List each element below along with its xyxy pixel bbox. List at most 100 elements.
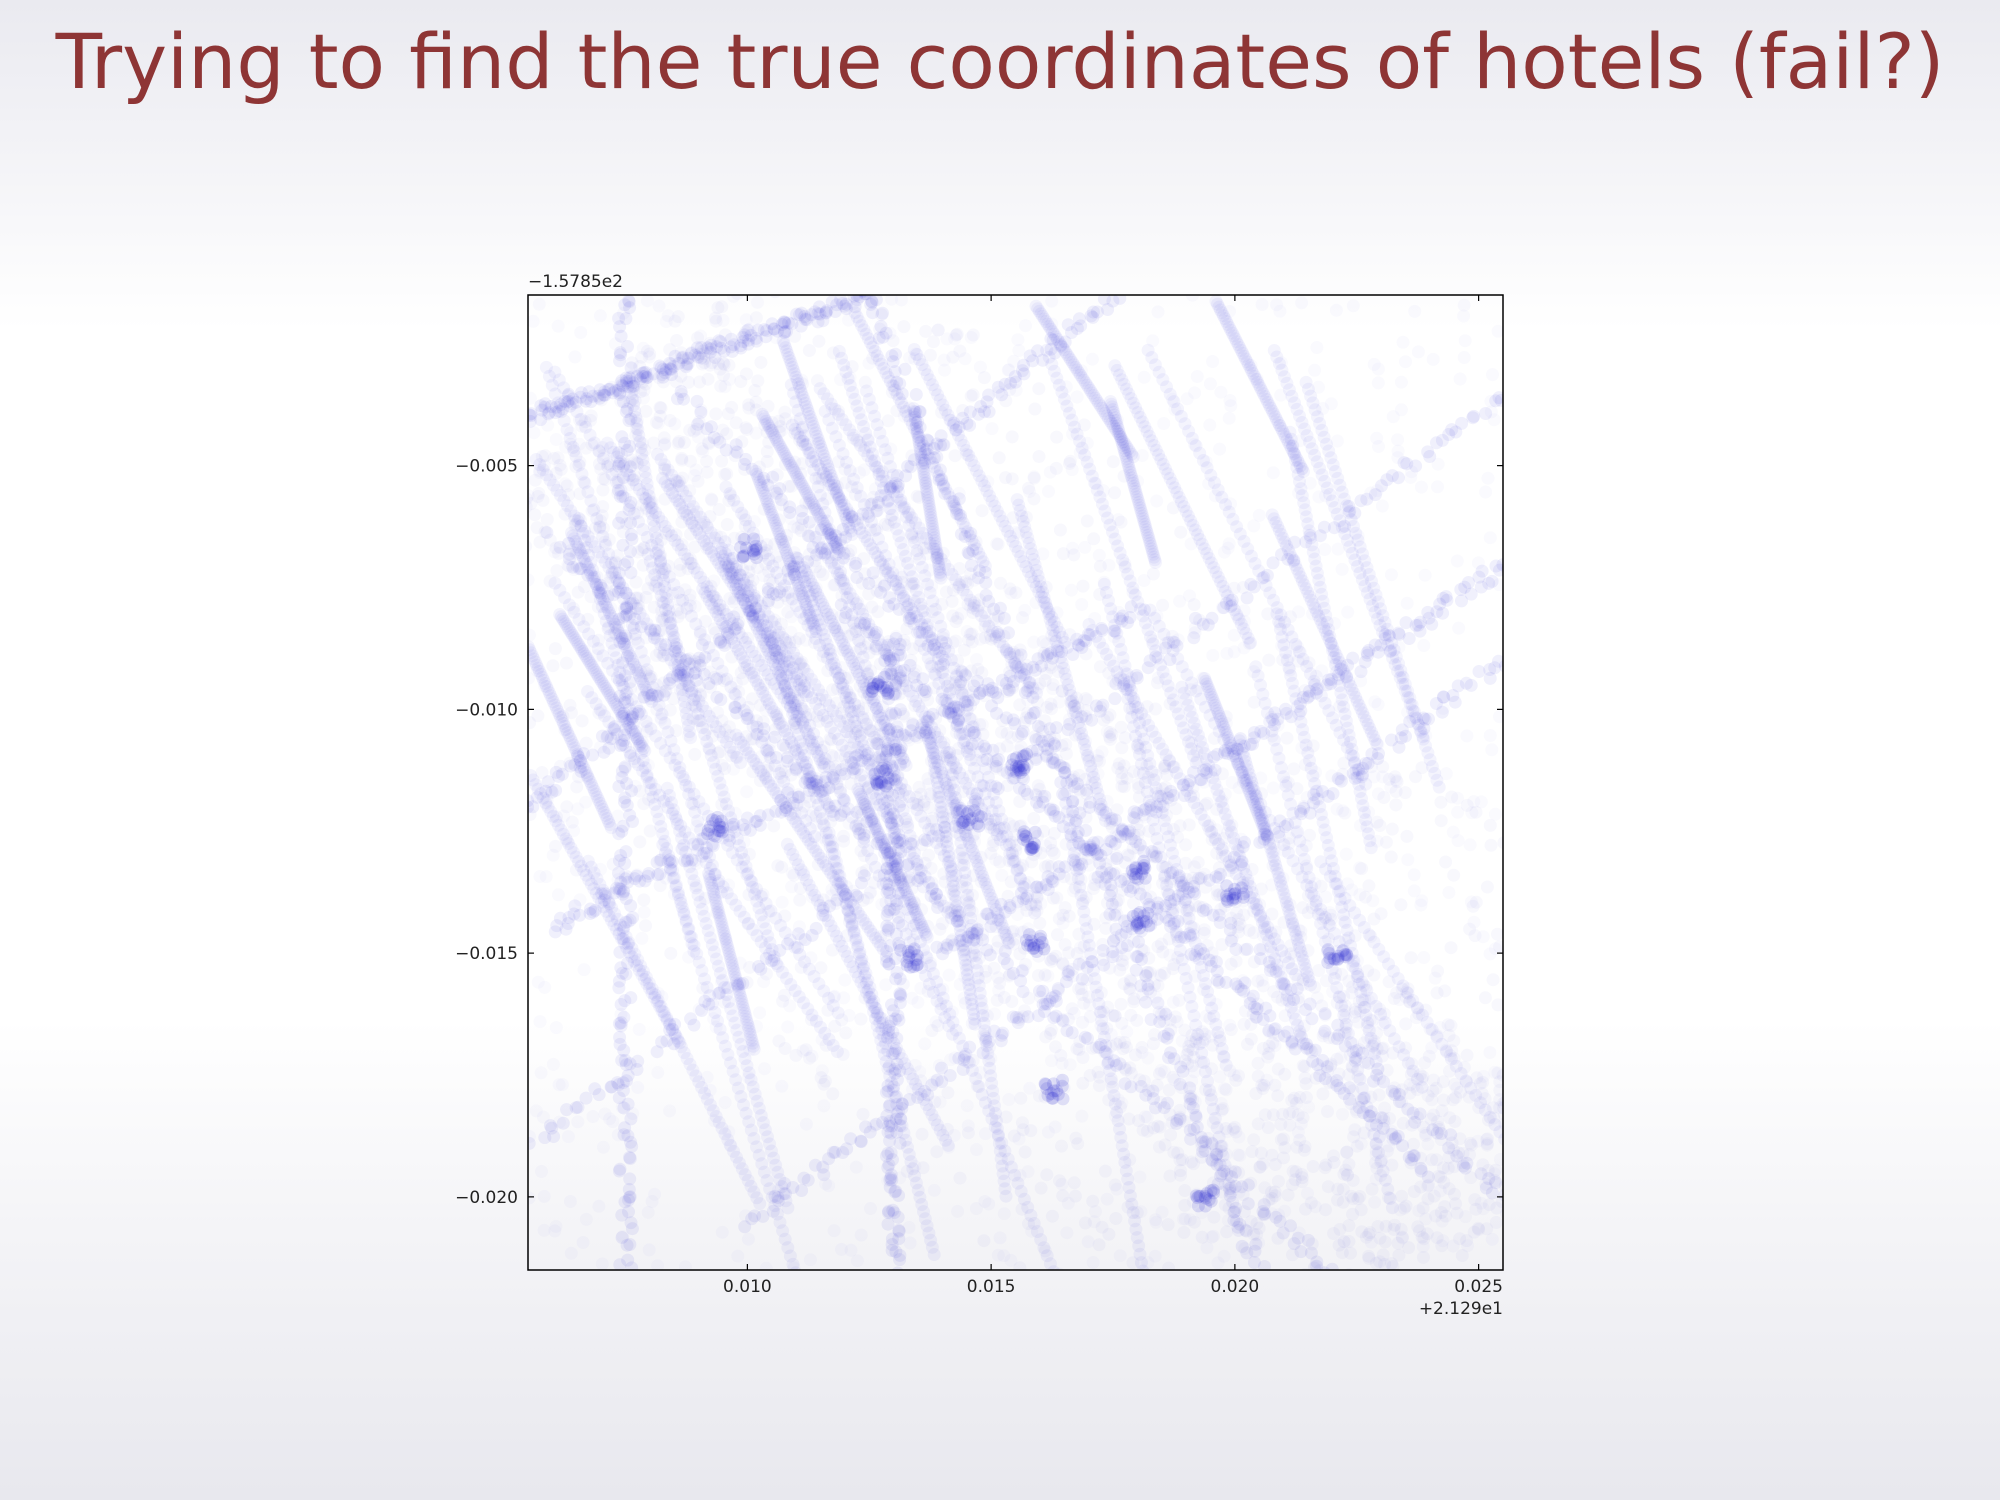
data-point (701, 341, 715, 355)
data-point (505, 629, 518, 642)
data-point (543, 1119, 557, 1133)
data-point (491, 616, 504, 629)
data-point (1280, 1351, 1293, 1364)
data-point (855, 876, 868, 890)
data-point (916, 672, 930, 686)
data-point (1068, 816, 1082, 830)
data-point (668, 1017, 682, 1031)
data-point (962, 1119, 975, 1132)
data-point (1192, 856, 1205, 869)
data-point (1096, 698, 1110, 712)
data-point (1151, 996, 1165, 1010)
data-point (1412, 1204, 1425, 1217)
data-point (630, 1063, 644, 1076)
data-point (791, 941, 805, 955)
data-point (1123, 824, 1137, 838)
data-point (1489, 808, 1502, 821)
data-point (773, 585, 787, 599)
data-point (888, 281, 901, 294)
data-point (1357, 1272, 1370, 1285)
data-point (979, 742, 993, 756)
data-point (892, 602, 906, 616)
data-point (1227, 1205, 1241, 1219)
data-point (907, 670, 921, 684)
data-point (1492, 391, 1503, 405)
data-point (1392, 1088, 1406, 1101)
data-point (1485, 839, 1498, 852)
data-point (800, 772, 814, 786)
data-point (1093, 802, 1107, 816)
data-point (982, 405, 996, 419)
data-point (431, 693, 444, 706)
data-point (657, 688, 671, 702)
data-point (1101, 303, 1115, 316)
data-point (1014, 648, 1028, 662)
data-point (915, 626, 929, 640)
data-point (1077, 580, 1090, 593)
data-point (1233, 1217, 1247, 1231)
data-point (1068, 1176, 1081, 1189)
data-point (613, 635, 627, 649)
data-point (1246, 1145, 1259, 1158)
data-point (1011, 763, 1025, 777)
data-point (790, 307, 804, 321)
data-point (884, 845, 898, 859)
data-point (1576, 877, 1589, 890)
data-point (663, 1104, 676, 1117)
data-point (594, 578, 607, 592)
data-point (817, 1078, 830, 1091)
data-point (541, 407, 555, 421)
data-point (870, 837, 884, 851)
data-point (787, 568, 801, 581)
data-point (829, 529, 842, 543)
data-point (850, 805, 864, 819)
data-point (1253, 943, 1267, 957)
data-point (1388, 1284, 1401, 1297)
data-point (1232, 1131, 1245, 1144)
data-point (1118, 872, 1132, 886)
data-point (1085, 713, 1099, 727)
data-point (1485, 743, 1498, 756)
data-point (1368, 695, 1381, 708)
data-point (682, 657, 696, 671)
data-point (1101, 725, 1114, 738)
data-point (1385, 851, 1398, 864)
data-point (997, 611, 1011, 625)
data-point (860, 815, 874, 829)
data-point (1309, 1200, 1322, 1213)
data-point (1254, 952, 1268, 966)
data-point (667, 359, 681, 373)
data-point (1538, 1108, 1551, 1121)
data-point (1263, 964, 1277, 977)
data-point (1007, 764, 1020, 778)
data-point (1205, 611, 1219, 625)
data-point (822, 781, 836, 795)
data-point (937, 479, 950, 493)
data-point (1284, 983, 1298, 997)
data-point (837, 991, 850, 1004)
data-point (1341, 606, 1354, 619)
data-point (1106, 295, 1120, 308)
data-point (936, 657, 950, 671)
data-point (598, 388, 612, 402)
data-point (967, 725, 981, 739)
data-point (610, 1076, 624, 1090)
data-point (806, 540, 820, 554)
data-point (869, 639, 883, 653)
data-point (1331, 435, 1344, 448)
data-point (1002, 1093, 1015, 1106)
data-point (1114, 874, 1128, 888)
data-point (1114, 1249, 1127, 1262)
data-point (882, 599, 896, 613)
data-point (1151, 900, 1165, 914)
data-point (550, 1021, 563, 1034)
data-point (622, 414, 636, 428)
data-point (688, 666, 702, 680)
data-point (857, 1108, 870, 1121)
data-point (528, 408, 536, 422)
data-point (549, 765, 563, 779)
data-point (1091, 835, 1105, 849)
data-point (783, 506, 797, 519)
data-point (1549, 1059, 1562, 1072)
data-point (485, 537, 498, 550)
